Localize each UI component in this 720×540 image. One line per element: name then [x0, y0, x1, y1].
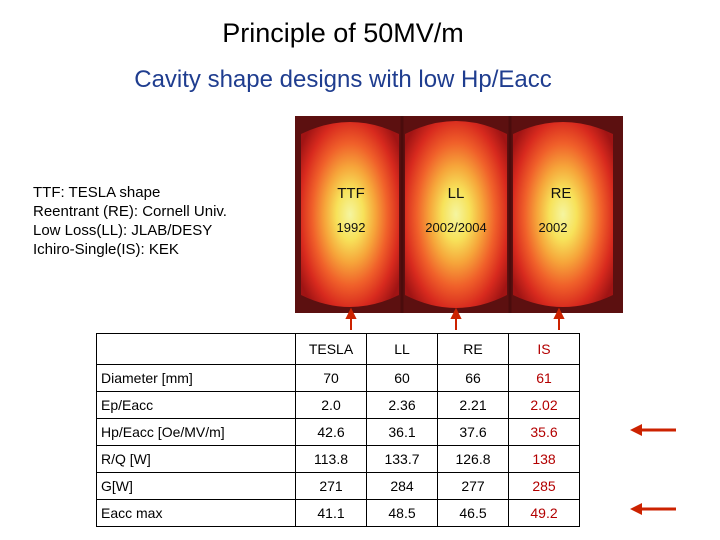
table-row: Eacc max 41.1 48.5 46.5 49.2 — [96, 499, 580, 527]
cell-value: 113.8 — [295, 445, 367, 473]
table-row: Hp/Eacc [Oe/MV/m] 42.6 36.1 37.6 35.6 — [96, 418, 580, 446]
cell-value: 2.36 — [366, 391, 438, 419]
cavity-year-re: 2002 — [539, 220, 568, 235]
slide-subtitle: Cavity shape designs with low Hp/Eacc — [134, 66, 552, 93]
cell-value: 271 — [295, 472, 367, 500]
legend-item-ll: Low Loss(LL): JLAB/DESY — [33, 222, 213, 239]
column-header-tesla: TESLA — [295, 333, 367, 365]
cell-value: 60 — [366, 364, 438, 392]
column-header-is: IS — [508, 333, 580, 365]
cavity-legend: TTF: TESLA shape Reentrant (RE): Cornell… — [33, 183, 227, 259]
cavity-cell-re — [513, 122, 613, 307]
cell-value: 2.02 — [508, 391, 580, 419]
table-corner-cell — [96, 333, 296, 365]
cell-value: 61 — [508, 364, 580, 392]
table-row: Diameter [mm] 70 60 66 61 — [96, 364, 580, 392]
legend-item-is: Ichiro-Single(IS): KEK — [33, 241, 179, 258]
cell-value: 37.6 — [437, 418, 509, 446]
cavity-label-re: RE — [551, 185, 572, 202]
cell-value: 36.1 — [366, 418, 438, 446]
cavity-parameters-table: TESLA LL RE IS Diameter [mm] 70 60 66 61… — [96, 333, 580, 527]
cell-value: 284 — [366, 472, 438, 500]
cavity-cell-ttf — [301, 122, 399, 307]
cavity-cell-ll — [405, 121, 507, 308]
cell-value: 46.5 — [437, 499, 509, 527]
column-header-ll: LL — [366, 333, 438, 365]
row-label: G[W] — [96, 472, 296, 500]
cavity-label-ttf: TTF — [337, 185, 365, 202]
cell-value: 48.5 — [366, 499, 438, 527]
cell-value: 133.7 — [366, 445, 438, 473]
row-label: R/Q [W] — [96, 445, 296, 473]
cavity-field-image: TTF LL RE 1992 2002/2004 2002 — [295, 116, 623, 313]
cell-value: 285 — [508, 472, 580, 500]
row-label: Hp/Eacc [Oe/MV/m] — [96, 418, 296, 446]
slide-title: Principle of 50MV/m — [222, 18, 464, 48]
cell-value: 42.6 — [295, 418, 367, 446]
row-label: Ep/Eacc — [96, 391, 296, 419]
arrow-hp-eacc-icon — [630, 424, 676, 436]
cell-value: 277 — [437, 472, 509, 500]
legend-item-ttf: TTF: TESLA shape — [33, 184, 161, 201]
cavity-year-ttf: 1992 — [337, 220, 366, 235]
cell-value: 66 — [437, 364, 509, 392]
cell-value: 49.2 — [508, 499, 580, 527]
cavity-year-ll: 2002/2004 — [425, 220, 486, 235]
cell-value: 70 — [295, 364, 367, 392]
cavity-label-ll: LL — [448, 185, 465, 202]
table-header-row: TESLA LL RE IS — [96, 333, 580, 365]
cell-value: 126.8 — [437, 445, 509, 473]
cell-value: 138 — [508, 445, 580, 473]
table-row: G[W] 271 284 277 285 — [96, 472, 580, 500]
row-label: Eacc max — [96, 499, 296, 527]
arrow-eacc-max-icon — [630, 503, 676, 515]
row-label: Diameter [mm] — [96, 364, 296, 392]
cell-value: 2.0 — [295, 391, 367, 419]
cell-value: 35.6 — [508, 418, 580, 446]
column-header-re: RE — [437, 333, 509, 365]
table-row: R/Q [W] 113.8 133.7 126.8 138 — [96, 445, 580, 473]
cell-value: 41.1 — [295, 499, 367, 527]
legend-item-re: Reentrant (RE): Cornell Univ. — [33, 203, 227, 220]
cell-value: 2.21 — [437, 391, 509, 419]
table-row: Ep/Eacc 2.0 2.36 2.21 2.02 — [96, 391, 580, 419]
